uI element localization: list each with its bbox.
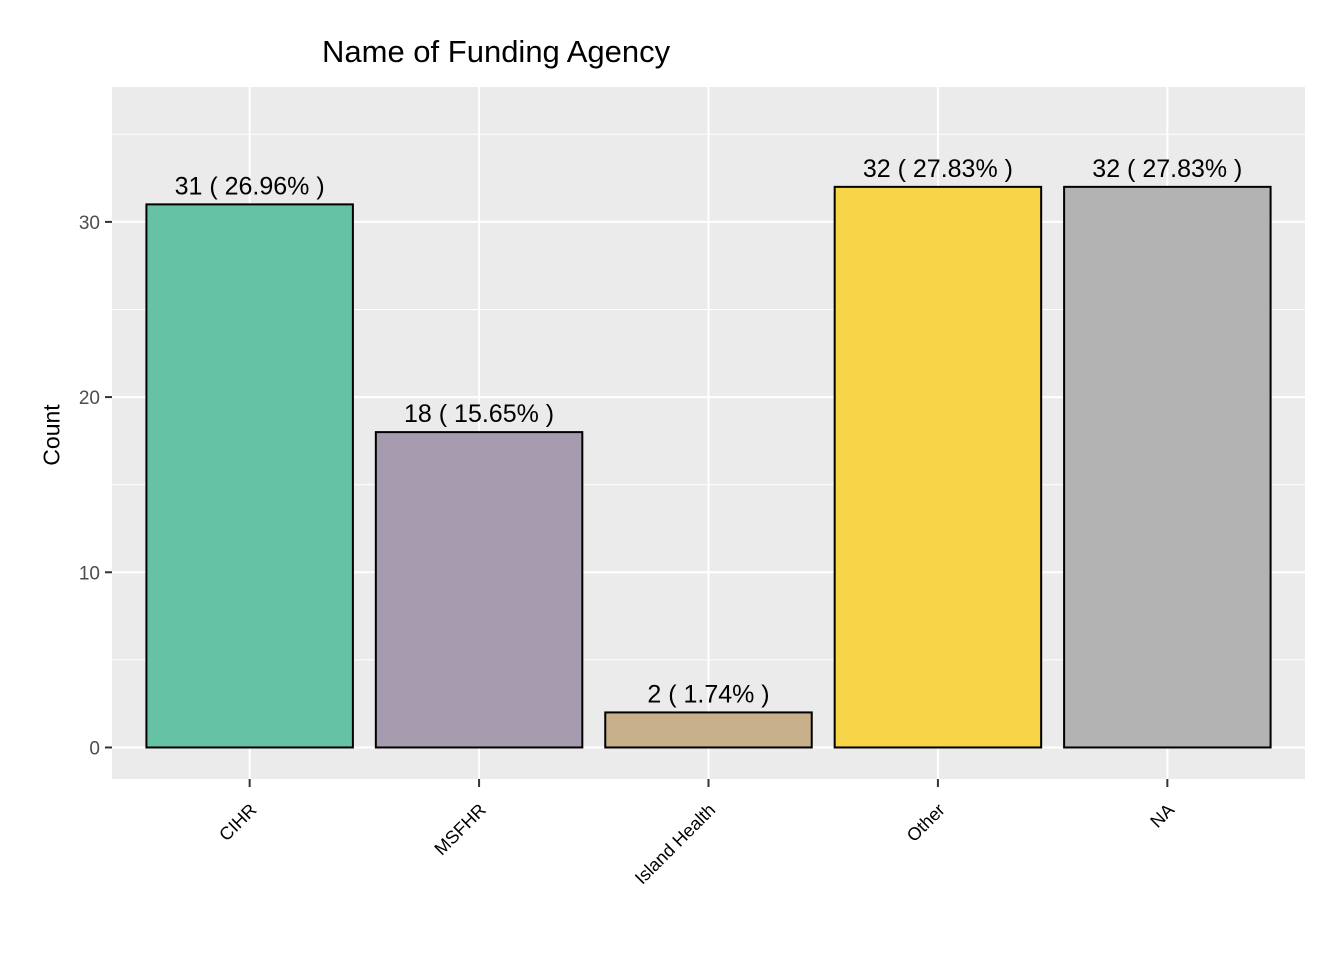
data-label: 2 ( 1.74% )	[647, 680, 769, 708]
bar-msfhr	[374, 431, 584, 749]
bar-cihr	[145, 203, 354, 749]
x-tick-label: Island Health	[631, 800, 719, 888]
bars	[145, 185, 1272, 749]
y-tick-label: 10	[79, 563, 100, 584]
y-axis-ticks: 0 10 20 30	[79, 213, 112, 759]
x-axis-ticks: CIHR MSFHR Island Health Other NA	[215, 779, 1178, 888]
chart-title: Name of Funding Agency	[322, 34, 671, 69]
data-labels: 31 ( 26.96% ) 18 ( 15.65% ) 2 ( 1.74% ) 32 …	[175, 155, 1243, 709]
data-label: 18 ( 15.65% )	[404, 400, 554, 428]
data-label: 32 ( 27.83% )	[863, 155, 1013, 183]
y-tick-label: 0	[89, 738, 100, 759]
bar-na	[1063, 185, 1272, 749]
y-tick-label: 30	[79, 213, 100, 234]
data-label: 32 ( 27.83% )	[1092, 155, 1242, 183]
y-tick-label: 20	[79, 388, 100, 409]
x-tick-label: Other	[903, 800, 949, 846]
data-label: 31 ( 26.96% )	[175, 172, 325, 200]
bar-other	[833, 185, 1043, 749]
x-tick-label: NA	[1146, 800, 1178, 832]
x-tick-label: CIHR	[215, 800, 260, 845]
bar-island-health	[604, 711, 813, 749]
x-tick-label: MSFHR	[431, 800, 490, 859]
